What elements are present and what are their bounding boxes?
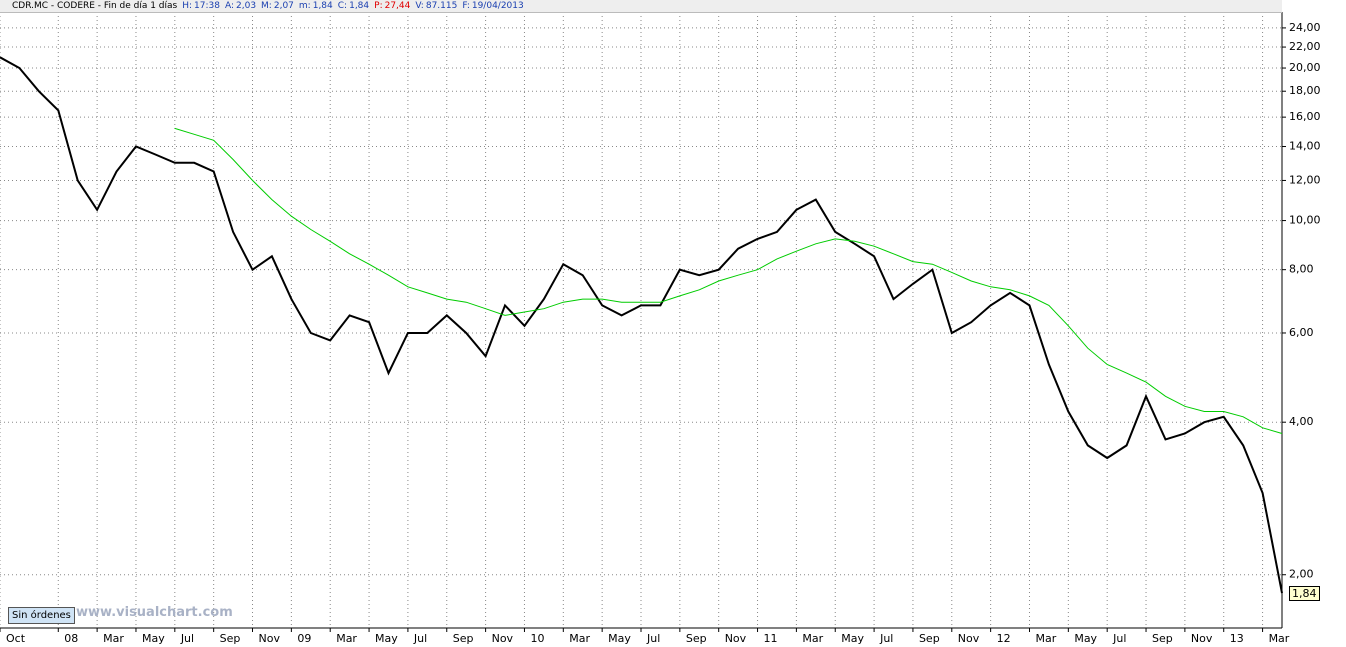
x-tick-label: Jul bbox=[646, 632, 660, 645]
x-tick-label: 11 bbox=[764, 632, 778, 645]
toolbar-label: A: bbox=[224, 1, 234, 11]
toolbar-label: F: bbox=[462, 1, 470, 11]
x-tick-label: 12 bbox=[997, 632, 1011, 645]
x-tick-label: Jul bbox=[1112, 632, 1126, 645]
y-tick-label: 12,00 bbox=[1289, 173, 1321, 186]
x-tick-label: Nov bbox=[259, 632, 281, 645]
x-tick-label: 13 bbox=[1230, 632, 1244, 645]
toolbar-label: CDR.MC - CODERE - Fin de día 1 días bbox=[12, 1, 178, 11]
toolbar-value: 1,84 bbox=[312, 1, 333, 11]
x-tick-label: Sep bbox=[919, 632, 940, 645]
x-tick-label: May bbox=[841, 632, 864, 645]
toolbar-label: m: bbox=[298, 1, 311, 11]
x-tick-label: May bbox=[142, 632, 165, 645]
toolbar-label: P: bbox=[374, 1, 383, 11]
toolbar-label: M: bbox=[261, 1, 272, 11]
x-tick-label: Jul bbox=[879, 632, 893, 645]
x-tick-label: Jul bbox=[413, 632, 427, 645]
y-tick-label: 14,00 bbox=[1289, 140, 1321, 153]
y-tick-label: 10,00 bbox=[1289, 214, 1321, 227]
x-tick-label: Nov bbox=[492, 632, 514, 645]
toolbar-label: H: bbox=[182, 1, 193, 11]
y-tick-label: 8,00 bbox=[1289, 263, 1314, 276]
x-tick-label: Mar bbox=[802, 632, 823, 645]
series-line bbox=[174, 127, 1283, 434]
x-tick-label: Jul bbox=[180, 632, 194, 645]
toolbar-value: 2,03 bbox=[236, 1, 257, 11]
toolbar-value: 27,44 bbox=[384, 1, 411, 11]
x-tick-label: Mar bbox=[569, 632, 590, 645]
last-price-label: 1,84 bbox=[1289, 586, 1320, 602]
x-tick-label: Sep bbox=[220, 632, 241, 645]
x-tick-label: Sep bbox=[453, 632, 474, 645]
x-tick-label: May bbox=[608, 632, 631, 645]
x-tick-label: May bbox=[1074, 632, 1097, 645]
toolbar: CDR.MC - CODERE - Fin de día 1 días H: 17:… bbox=[0, 0, 1282, 13]
y-tick-label: 2,00 bbox=[1289, 568, 1314, 581]
x-tick-label: 10 bbox=[530, 632, 544, 645]
toolbar-label: C: bbox=[337, 1, 348, 11]
x-tick-label: 09 bbox=[297, 632, 311, 645]
x-tick-label: Sep bbox=[1152, 632, 1173, 645]
toolbar-value: 87.115 bbox=[425, 1, 458, 11]
y-tick-label: 16,00 bbox=[1289, 110, 1321, 123]
x-tick-label: May bbox=[375, 632, 398, 645]
y-tick-label: 22,00 bbox=[1289, 40, 1321, 53]
x-tick-label: Mar bbox=[336, 632, 357, 645]
orders-button[interactable]: Sin órdenes bbox=[8, 607, 75, 624]
x-tick-label: Mar bbox=[1269, 632, 1290, 645]
y-tick-label: 18,00 bbox=[1289, 84, 1321, 97]
toolbar-value: 2,07 bbox=[273, 1, 294, 11]
toolbar-value: 1,84 bbox=[349, 1, 370, 11]
y-tick-label: 6,00 bbox=[1289, 326, 1314, 339]
watermark: www.visualchart.com bbox=[76, 605, 233, 620]
x-tick-label: Nov bbox=[1191, 632, 1213, 645]
y-tick-label: 20,00 bbox=[1289, 61, 1321, 74]
x-tick-label: Mar bbox=[1035, 632, 1056, 645]
toolbar-value: 19/04/2013 bbox=[471, 1, 524, 11]
series-line bbox=[0, 56, 1283, 594]
y-tick-label: 24,00 bbox=[1289, 21, 1321, 34]
toolbar-value: 17:38 bbox=[194, 1, 220, 11]
x-tick-label: 08 bbox=[64, 632, 78, 645]
x-tick-label: Sep bbox=[686, 632, 707, 645]
toolbar-label: V: bbox=[415, 1, 424, 11]
y-tick-label: 4,00 bbox=[1289, 415, 1314, 428]
x-tick-label: Nov bbox=[958, 632, 980, 645]
x-tick-label: Mar bbox=[103, 632, 124, 645]
x-tick-label: Nov bbox=[725, 632, 747, 645]
x-tick-label: Oct bbox=[6, 632, 26, 645]
